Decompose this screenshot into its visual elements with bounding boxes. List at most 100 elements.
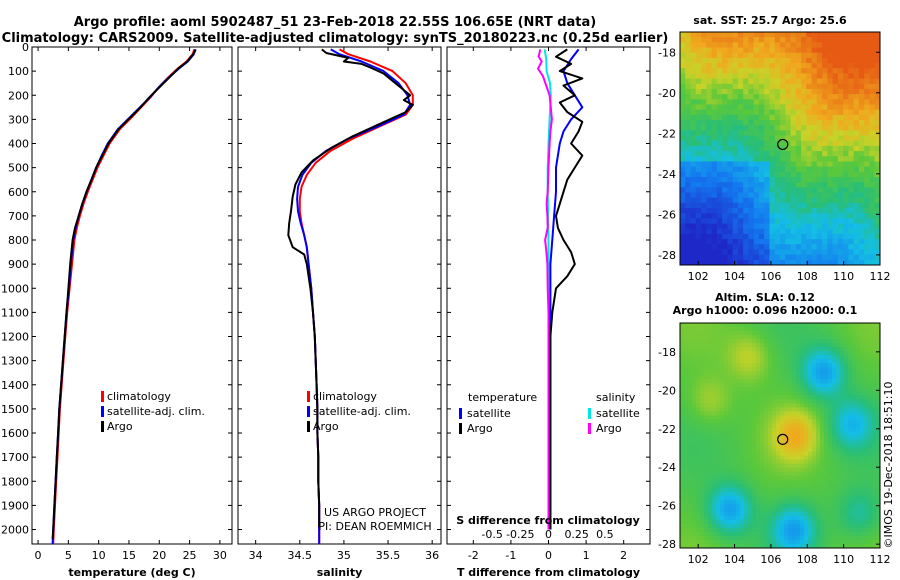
sla-map-cell <box>860 467 865 473</box>
sla-map-cell <box>832 363 837 368</box>
sst-map-cell <box>758 140 765 147</box>
sla-map-cell <box>732 351 737 356</box>
sla-map-cell <box>804 543 809 549</box>
sla-map-cell <box>724 347 729 352</box>
sla-map-cell <box>764 511 769 517</box>
sst-map-cell <box>690 244 697 250</box>
sla-map-cell <box>716 403 721 408</box>
sst-map-cell <box>822 151 828 157</box>
sla-map-cell <box>732 443 737 448</box>
sla-map-cell <box>700 359 705 364</box>
sla-map-cell <box>876 379 881 384</box>
sst-map-cell <box>727 187 734 193</box>
sla-map-cell <box>816 435 821 440</box>
sst-map-cell <box>743 104 749 111</box>
sla-map-cell <box>820 511 825 517</box>
sst-map-cell <box>864 166 870 173</box>
sst-map-cell <box>858 151 865 157</box>
sla-map-cell <box>728 515 733 521</box>
sla-map-cell <box>876 459 881 465</box>
sst-map-cell <box>874 88 881 95</box>
sla-map-cell <box>788 507 793 513</box>
sst-map-cell <box>827 233 834 240</box>
sst-map-cell <box>869 151 876 157</box>
sst-map-cell <box>690 109 697 116</box>
sla-map-cell <box>768 367 773 372</box>
sst-map-cell <box>874 223 881 230</box>
sst-map-cell <box>832 176 839 183</box>
sla-map-cell <box>848 399 853 404</box>
sst-map-cell <box>858 254 865 261</box>
sla-map-cell <box>876 403 881 408</box>
sla-map-cell <box>768 479 773 485</box>
sla-map-cell <box>856 439 861 444</box>
sla-map-cell <box>712 503 717 509</box>
sst-map-cell <box>727 259 734 266</box>
sla-map-cell <box>816 387 821 392</box>
sla-map-cell <box>812 495 817 501</box>
sst-map-cell <box>785 176 791 183</box>
sst-map-cell <box>753 228 760 235</box>
sla-map-cell <box>700 387 705 392</box>
sla-map-cell <box>724 323 729 328</box>
sst-map-cell <box>858 140 865 147</box>
sla-map-cell <box>792 455 797 461</box>
sla-map-cell <box>836 471 841 477</box>
sst-map-cell <box>832 83 839 90</box>
sst-map-cell <box>722 259 728 266</box>
sla-map-cell <box>772 367 777 372</box>
sla-map-cell <box>868 403 873 408</box>
sla-map-cell <box>840 395 845 400</box>
sst-map-cell <box>853 99 860 105</box>
sla-map-cell <box>800 527 805 533</box>
sla-map-cell <box>764 403 769 408</box>
sla-map-cell <box>864 523 869 529</box>
sst-map-cell <box>811 114 818 121</box>
sla-map-cell <box>708 375 713 380</box>
sst-map-cell <box>753 171 760 178</box>
sst-map-cell <box>680 68 686 74</box>
sst-map-cell <box>716 125 723 131</box>
sst-map-cell <box>832 156 839 162</box>
sla-map-cell <box>784 371 789 376</box>
sla-map-cell <box>780 539 785 545</box>
sla-map-cell <box>720 399 725 404</box>
sla-map-cell <box>792 375 797 380</box>
sla-map-cell <box>816 383 821 388</box>
sla-map-cell <box>804 363 809 368</box>
sst-map-cell <box>827 151 834 157</box>
sla-map-cell <box>800 415 805 420</box>
sla-map-cell <box>852 467 857 473</box>
sla-map-cell <box>796 447 801 452</box>
sla-map-cell <box>852 451 857 456</box>
sst-map-cell <box>790 259 797 266</box>
sst-map-cell <box>748 192 755 199</box>
sst-map-cell <box>748 151 755 157</box>
sla-map-cell <box>796 467 801 473</box>
sst-map-cell <box>874 37 881 43</box>
sla-map-cell <box>740 367 745 372</box>
sla-map-cell <box>848 403 853 408</box>
sla-map-cell <box>732 471 737 477</box>
sst-map-cell <box>858 166 865 173</box>
sst-map-cell <box>680 78 686 85</box>
sla-map-cell <box>780 323 785 328</box>
sla-map-cell <box>836 487 841 493</box>
sla-map-cell <box>732 379 737 384</box>
sla-map-cell <box>688 343 693 348</box>
sst-map-cell <box>680 166 686 173</box>
sla-map-cell <box>720 483 725 489</box>
sla-map-cell <box>816 515 821 521</box>
sla-map-cell <box>712 483 717 489</box>
sst-map-cell <box>711 104 718 111</box>
sst-map-cell <box>816 171 823 178</box>
sst-map-y-tick-label: -28 <box>658 249 676 262</box>
sst-map-cell <box>690 47 697 54</box>
sla-map-cell <box>700 403 705 408</box>
sst-map-cell <box>743 88 749 95</box>
sst-map-cell <box>758 166 765 173</box>
sst-map-cell <box>758 244 765 250</box>
sla-map-cell <box>732 415 737 420</box>
sla-map-cell <box>692 411 697 416</box>
sla-map-cell <box>820 399 825 404</box>
